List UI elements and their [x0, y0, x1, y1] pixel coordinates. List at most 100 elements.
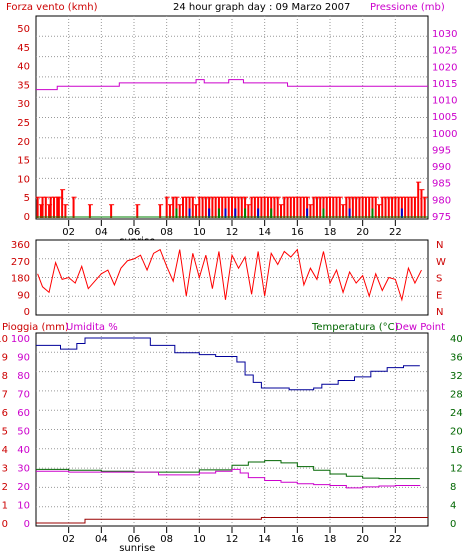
rain-y-tick-label: 9 — [2, 353, 8, 364]
temperature-y-tick-label: 16 — [450, 445, 463, 456]
direction-y-tick-label: 360 — [11, 240, 30, 251]
rain-y-tick-label: 0 — [2, 519, 8, 530]
pressure-line — [36, 79, 428, 91]
dewpoint-line — [36, 468, 421, 489]
compass-tick-label: N — [436, 240, 443, 251]
rain-y-tick-label: 7 — [2, 390, 8, 401]
rain-line — [36, 516, 428, 524]
temperature-y-tick-label: 20 — [450, 427, 463, 438]
x-tick-label: 12 — [226, 534, 239, 545]
pressure-y-tick-label: 980 — [432, 195, 451, 206]
x-tick-label: 18 — [324, 227, 337, 238]
x-tick-label: 22 — [389, 227, 402, 238]
temperature-y-tick-label: 24 — [450, 408, 463, 419]
humidity-y-tick-label: 30 — [17, 464, 30, 475]
x-tick-label: 22 — [389, 534, 402, 545]
direction-y-tick-label: 0 — [24, 307, 30, 318]
x-tick-label: 10 — [193, 534, 206, 545]
wind-y-tick-label: 0 — [24, 212, 30, 223]
rain-y-tick-label: 1 — [2, 501, 8, 512]
humidity-line — [36, 337, 420, 391]
x-tick-label: 12 — [226, 227, 239, 238]
rain-y-tick-label: 5 — [2, 427, 8, 438]
humidity-y-tick-label: 50 — [17, 427, 30, 438]
wind-y-tick-label: 30 — [17, 99, 30, 110]
pressure-axis-title: Pressione (mb) — [370, 2, 445, 13]
x-tick-label: 10 — [193, 227, 206, 238]
wind-y-tick-label: 40 — [17, 62, 30, 73]
rain-y-tick-label: 6 — [2, 408, 8, 419]
temperature-y-tick-label: 28 — [450, 390, 463, 401]
direction-y-tick-label: 90 — [17, 290, 30, 301]
x-tick-label: 06 — [128, 534, 141, 545]
x-tick-label: 04 — [95, 534, 108, 545]
humidity-y-tick-label: 80 — [17, 371, 30, 382]
humidity-y-tick-label: 0 — [24, 519, 30, 530]
humidity-temperature-panel: 0123456789100102030405060708090100048121… — [0, 332, 463, 554]
pressure-y-tick-label: 1010 — [432, 96, 457, 107]
direction-line — [37, 248, 422, 302]
x-tick-label: 16 — [291, 534, 304, 545]
humidity-y-tick-label: 70 — [17, 390, 30, 401]
pressure-y-tick-label: 1015 — [432, 79, 457, 90]
temperature-y-tick-label: 32 — [450, 371, 463, 382]
wind-y-tick-label: 25 — [17, 118, 30, 129]
rain-y-tick-label: 3 — [2, 464, 8, 475]
x-tick-label: 08 — [160, 534, 173, 545]
x-tick-label: 02 — [62, 534, 75, 545]
wind-y-tick-label: 15 — [17, 156, 30, 167]
x-tick-label: 02 — [62, 227, 75, 238]
x-tick-label: 04 — [95, 227, 108, 238]
direction-y-tick-label: 270 — [11, 257, 30, 268]
temperature-axis-title: Temperatura (°C) — [311, 322, 399, 333]
x-tick-label: 20 — [356, 534, 369, 545]
rain-axis-title: Pioggia (mm) — [2, 322, 69, 333]
humidity-y-tick-label: 40 — [17, 445, 30, 456]
rain-y-tick-label: 2 — [2, 482, 8, 493]
wind-y-tick-label: 45 — [17, 43, 30, 54]
humidity-axis-title: Umidita % — [66, 322, 118, 333]
x-tick-label: 06 — [128, 227, 141, 238]
rain-y-tick-label: 8 — [2, 371, 8, 382]
x-tick-label: 08 — [160, 227, 173, 238]
temperature-y-tick-label: 36 — [450, 353, 463, 364]
rain-y-tick-label: 4 — [2, 445, 8, 456]
x-tick-label: 16 — [291, 227, 304, 238]
compass-tick-label: N — [436, 307, 443, 318]
temperature-y-tick-label: 12 — [450, 464, 463, 475]
wind-y-tick-label: 50 — [17, 24, 30, 35]
humidity-y-tick-label: 90 — [17, 353, 30, 364]
humidity-y-tick-label: 20 — [17, 482, 30, 493]
x-tick-label: 14 — [258, 227, 271, 238]
pressure-y-tick-label: 1025 — [432, 46, 457, 57]
wind-pressure-panel: 0510152025303540455097598098599099510001… — [17, 15, 457, 247]
x-tick-label: 14 — [258, 534, 271, 545]
temperature-y-tick-label: 0 — [450, 519, 456, 530]
compass-tick-label: E — [436, 290, 442, 301]
pressure-y-tick-label: 1005 — [432, 112, 457, 123]
sunrise-label: sunrise — [119, 543, 155, 554]
pressure-y-tick-label: 985 — [432, 179, 451, 190]
pressure-y-tick-label: 1030 — [432, 29, 457, 40]
direction-y-tick-label: 180 — [11, 274, 30, 285]
compass-tick-label: W — [436, 257, 446, 268]
compass-tick-label: S — [436, 274, 442, 285]
wind-y-tick-label: 35 — [17, 80, 30, 91]
chart-title: 24 hour graph day : 09 Marzo 2007 — [173, 2, 350, 13]
pressure-y-tick-label: 975 — [432, 212, 451, 223]
wind-axis-title: Forza vento (kmh) — [6, 2, 98, 13]
temperature-line — [36, 460, 420, 480]
pressure-y-tick-label: 990 — [432, 162, 451, 173]
temperature-y-tick-label: 4 — [450, 501, 456, 512]
pressure-y-tick-label: 995 — [432, 145, 451, 156]
rain-y-tick-label: 10 — [0, 334, 8, 345]
pressure-y-tick-label: 1000 — [432, 129, 457, 140]
humidity-y-tick-label: 60 — [17, 408, 30, 419]
wind-y-tick-label: 10 — [17, 174, 30, 185]
dewpoint-axis-title: Dew Point — [395, 322, 445, 333]
temperature-y-tick-label: 8 — [450, 482, 456, 493]
x-tick-label: 18 — [324, 534, 337, 545]
x-tick-label: 20 — [356, 227, 369, 238]
